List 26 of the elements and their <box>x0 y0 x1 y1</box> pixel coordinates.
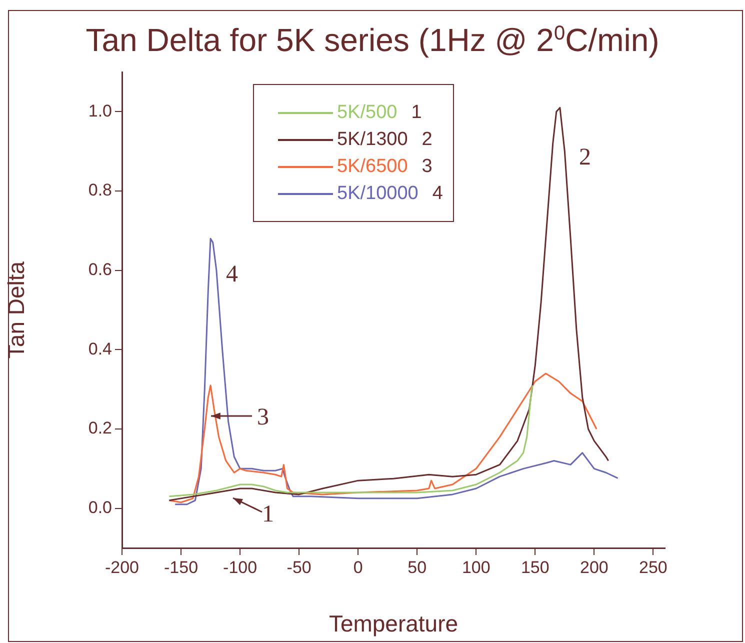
x-tick-label: 100 <box>462 558 490 577</box>
y-tick-label: 0.8 <box>88 180 112 200</box>
y-tick-label: 1.0 <box>88 101 112 120</box>
chart-title: Tan Delta for 5K series (1Hz @ 2$^{0}$C/min) <box>84 22 660 59</box>
x-tick-label: -150 <box>164 558 198 577</box>
x-tick-label: -100 <box>223 558 258 577</box>
x-tick-label: 50 <box>408 558 427 577</box>
x-tick-label: -200 <box>104 558 140 577</box>
legend-label: 5K/6500 3 <box>337 156 432 178</box>
annotation: 4 <box>226 261 238 288</box>
legend-label: 5K/500 1 <box>337 102 422 124</box>
legend-label: 5K/1300 2 <box>337 128 432 150</box>
x-axis-title: Temperature <box>328 610 458 637</box>
annotation: 3 <box>257 404 269 430</box>
x-tick-label: 0 <box>353 558 363 577</box>
x-tick-label: -50 <box>286 558 312 577</box>
y-tick-label: 0.6 <box>88 260 112 280</box>
annotation: 1 <box>262 501 274 528</box>
y-tick-label: 0.0 <box>88 498 112 518</box>
y-tick-label: 0.4 <box>88 339 112 358</box>
x-tick-label: 150 <box>520 558 550 577</box>
legend-label: 5K/10000 4 <box>337 182 443 204</box>
annotation: 2 <box>579 144 591 170</box>
x-tick-label: 200 <box>580 558 608 577</box>
x-tick-label: 250 <box>639 558 668 577</box>
y-tick-label: 0.2 <box>88 418 112 438</box>
